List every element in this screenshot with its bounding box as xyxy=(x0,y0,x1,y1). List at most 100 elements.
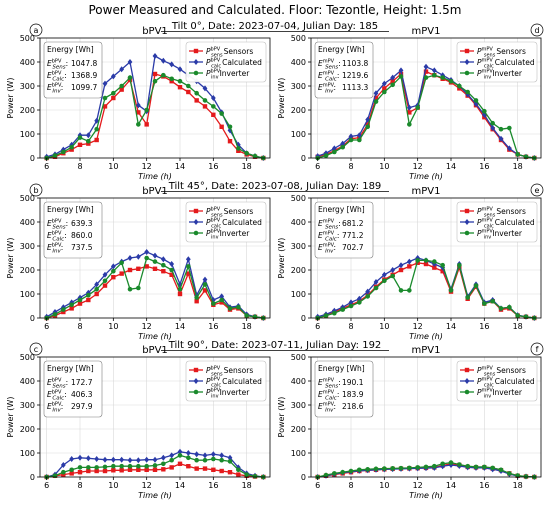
x-tick-label: 6 xyxy=(44,162,49,171)
data-point-inverter xyxy=(498,126,504,132)
data-point-calculated xyxy=(60,146,66,153)
x-tick-label: 6 xyxy=(44,481,49,490)
panel-letter: a xyxy=(34,26,39,35)
data-point-inverter xyxy=(465,295,470,300)
x-tick-label: 14 xyxy=(446,322,456,331)
y-tick-label: 400 xyxy=(20,377,35,386)
data-point-inverter xyxy=(61,149,66,155)
x-tick-label: 18 xyxy=(513,162,523,171)
data-point-inverter xyxy=(448,460,454,465)
data-point-inverter xyxy=(194,457,199,463)
data-point-sensors xyxy=(152,467,158,472)
data-point-calculated xyxy=(102,80,108,87)
data-point-inverter xyxy=(127,75,133,80)
energy-value: 1368.9 xyxy=(71,71,97,80)
data-point-inverter xyxy=(373,466,379,472)
y-axis-label: Power (W) xyxy=(6,397,15,438)
legend-frame xyxy=(456,360,538,402)
energy-label: EbPV Sens: xyxy=(47,59,68,71)
data-point-inverter xyxy=(177,78,183,84)
x-tick-label: 16 xyxy=(479,322,489,331)
data-point-inverter xyxy=(365,294,370,299)
data-point-inverter xyxy=(382,466,387,471)
energy-value: 737.5 xyxy=(71,243,93,252)
y-tick-label: 400 xyxy=(20,218,35,227)
data-point-sensors xyxy=(94,468,99,474)
x-tick-label: 10 xyxy=(108,162,118,171)
data-point-inverter xyxy=(77,297,83,303)
data-point-sensors xyxy=(390,79,395,84)
data-point-inverter xyxy=(102,278,108,284)
data-point-sensors xyxy=(127,467,133,472)
data-point-calculated xyxy=(423,63,429,70)
y-tick-label: 300 xyxy=(291,242,306,251)
energy-value: 183.9 xyxy=(342,390,364,399)
data-point-inverter xyxy=(219,457,224,463)
y-tick-label: 200 xyxy=(291,425,306,434)
x-tick-label: 18 xyxy=(513,322,523,331)
energy-label: EbPV Calc: xyxy=(47,390,67,402)
data-point-calculated xyxy=(110,73,116,80)
data-point-calculated xyxy=(390,267,396,273)
data-point-calculated xyxy=(373,279,379,285)
data-point-inverter xyxy=(457,83,462,89)
y-tick-label: 300 xyxy=(20,401,35,410)
data-point-inverter xyxy=(61,469,66,475)
data-point-calculated xyxy=(390,74,396,81)
data-point-calculated xyxy=(506,145,512,152)
energy-box-frame xyxy=(43,201,103,259)
y-tick-label: 100 xyxy=(291,130,306,139)
legend-frame xyxy=(456,41,538,83)
data-point-inverter xyxy=(515,152,520,157)
data-point-calculated xyxy=(202,85,208,92)
x-tick-label: 18 xyxy=(242,481,252,490)
x-tick-label: 18 xyxy=(242,162,252,171)
legend-entry-sensors: PbPV sensSensors xyxy=(206,366,253,378)
legend-entry-calculated: PmPV calcCalculated xyxy=(477,377,535,389)
data-point-sensors xyxy=(186,271,191,276)
data-point-inverter xyxy=(161,461,166,467)
x-axis-label: Time (h) xyxy=(138,332,172,341)
data-point-sensors xyxy=(423,69,429,74)
figure-title: Power Measured and Calculated. Floor: Te… xyxy=(89,3,462,17)
legend-entry-inverter: PbPV invInverter xyxy=(206,69,250,81)
data-point-calculated xyxy=(94,117,100,124)
data-point-inverter xyxy=(348,303,354,309)
y-tick-label: 500 xyxy=(291,353,306,362)
data-point-calculated xyxy=(323,150,329,157)
data-point-inverter xyxy=(94,126,99,132)
data-point-sensors xyxy=(136,110,141,115)
x-axis-label: Time (h) xyxy=(409,332,443,341)
data-point-sensors xyxy=(194,466,199,471)
data-point-inverter xyxy=(432,463,437,469)
legend-entry-calculated: PbPV calcCalculated xyxy=(206,58,262,70)
data-point-inverter xyxy=(152,259,158,264)
energy-value: 702.7 xyxy=(342,243,364,252)
series-inverter xyxy=(44,255,266,321)
energy-box-title: Energy [Wh] xyxy=(318,45,365,54)
data-point-inverter xyxy=(52,473,58,479)
data-point-calculated xyxy=(373,90,379,97)
energy-label: EbPV Inv: xyxy=(47,243,63,255)
data-point-inverter xyxy=(144,107,149,113)
legend-swatch-marker-calculated xyxy=(464,219,470,225)
energy-label: EmPV Calc: xyxy=(318,231,339,243)
data-point-calculated xyxy=(202,452,208,459)
data-point-sensors xyxy=(161,467,166,472)
data-point-inverter xyxy=(186,264,191,269)
data-point-inverter xyxy=(119,463,124,469)
y-tick-label: 0 xyxy=(301,314,306,323)
data-point-inverter xyxy=(102,95,108,101)
x-axis-label: Time (h) xyxy=(409,172,443,181)
x-tick-label: 8 xyxy=(77,322,82,331)
y-tick-label: 0 xyxy=(30,473,35,482)
x-tick-label: 14 xyxy=(446,162,456,171)
data-point-sensors xyxy=(202,104,208,109)
data-point-inverter xyxy=(202,282,208,287)
data-point-inverter xyxy=(382,278,387,284)
energy-label: EmPV Inv: xyxy=(318,83,336,95)
data-point-inverter xyxy=(465,89,470,95)
data-point-calculated xyxy=(398,262,404,269)
